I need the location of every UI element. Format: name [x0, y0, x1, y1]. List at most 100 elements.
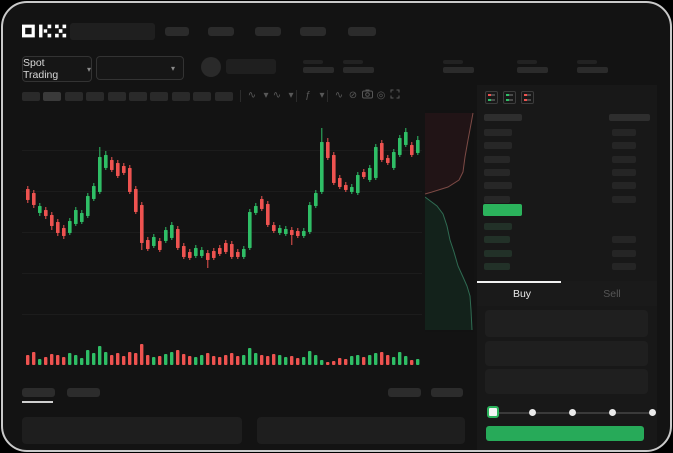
- orderbook-row[interactable]: [477, 247, 643, 260]
- volume-bar: [230, 353, 234, 365]
- candle-body: [380, 143, 384, 160]
- orderbook-both-icon[interactable]: [485, 91, 498, 104]
- settings-gear-icon[interactable]: ◎: [376, 90, 386, 101]
- timeframe-button-skeleton[interactable]: [64, 92, 83, 101]
- slider-dot[interactable]: [609, 409, 616, 416]
- orderbook-row[interactable]: [477, 260, 643, 273]
- order-input-skeleton[interactable]: [485, 310, 648, 337]
- volume-bar: [26, 355, 30, 365]
- pair-dropdown[interactable]: ▾: [96, 56, 184, 80]
- tab-sell[interactable]: Sell: [567, 281, 657, 306]
- volume-bar: [176, 350, 180, 365]
- order-input-skeleton[interactable]: [485, 341, 648, 366]
- amount-skeleton: [612, 142, 636, 150]
- compare-icon[interactable]: ∿: [334, 90, 344, 101]
- volume-bar: [278, 355, 282, 365]
- chevron-down-icon[interactable]: ▾: [263, 90, 269, 101]
- volume-bar: [368, 355, 372, 365]
- orderbook-row[interactable]: [477, 126, 643, 139]
- last-price-bar: [483, 204, 522, 216]
- bottom-action-skeleton[interactable]: [388, 388, 421, 397]
- sell-tab-label: Sell: [603, 287, 621, 300]
- volume-bar: [182, 354, 186, 365]
- volume-chart[interactable]: [22, 336, 422, 366]
- nav-item-skeleton[interactable]: [348, 27, 376, 36]
- volume-bar: [236, 356, 240, 365]
- timeframe-button-skeleton[interactable]: [193, 92, 212, 101]
- amount-skeleton: [612, 129, 636, 137]
- indicators-icon[interactable]: ƒ: [305, 90, 311, 101]
- timeframe-button-skeleton[interactable]: [150, 92, 169, 101]
- volume-bar: [224, 355, 228, 365]
- candle-body: [314, 193, 318, 206]
- slider-dot[interactable]: [529, 409, 536, 416]
- bottom-action-skeleton[interactable]: [431, 388, 463, 397]
- toggle-bid-dot: [488, 99, 491, 101]
- amount-slider[interactable]: [487, 406, 656, 420]
- volume-bar: [128, 352, 132, 365]
- price-skeleton: [484, 223, 512, 231]
- orderbook-row[interactable]: [477, 166, 643, 179]
- candlestick-chart[interactable]: [22, 110, 422, 334]
- orderbook-row[interactable]: [477, 233, 643, 246]
- search-box-skeleton[interactable]: [70, 23, 155, 40]
- volume-bar: [356, 355, 360, 365]
- chevron-down-icon[interactable]: ▾: [319, 90, 325, 101]
- order-input-skeleton[interactable]: [485, 369, 648, 394]
- candle-body: [410, 145, 414, 155]
- candle-body: [146, 240, 150, 249]
- timeframe-button-skeleton[interactable]: [86, 92, 105, 101]
- timeframe-button-skeleton[interactable]: [129, 92, 147, 101]
- nav-item-skeleton[interactable]: [300, 27, 326, 36]
- last-price-highlight[interactable]: [483, 204, 522, 216]
- chevron-down-icon[interactable]: ▾: [288, 90, 294, 101]
- orderbook-row[interactable]: [477, 179, 643, 192]
- orderbook-row[interactable]: [477, 220, 643, 233]
- stat-label-skeleton: [303, 60, 323, 64]
- candle-type-icon[interactable]: ∿: [272, 90, 282, 101]
- volume-bar: [338, 358, 342, 365]
- okx-logo[interactable]: [22, 24, 70, 38]
- timeframe-button-skeleton[interactable]: [43, 92, 62, 101]
- depth-chart[interactable]: [424, 110, 474, 332]
- buy-submit-button[interactable]: [486, 426, 644, 441]
- line-style-icon[interactable]: ∿: [247, 90, 257, 101]
- bottom-tab-skeleton[interactable]: [67, 388, 100, 397]
- volume-bar: [158, 356, 162, 365]
- orderbook-row[interactable]: [477, 139, 643, 152]
- slider-dot[interactable]: [569, 409, 576, 416]
- timeframe-button-skeleton[interactable]: [214, 92, 233, 101]
- nav-item-skeleton[interactable]: [255, 27, 281, 36]
- camera-icon[interactable]: [361, 89, 373, 103]
- stat-label-skeleton: [577, 60, 597, 64]
- depth-bids-area: [425, 197, 472, 330]
- amount-skeleton: [612, 236, 636, 244]
- orderbook-row[interactable]: [477, 192, 643, 205]
- fullscreen-icon[interactable]: [389, 89, 401, 103]
- candle-body: [164, 230, 168, 241]
- candle-body: [260, 199, 264, 209]
- timeframe-button-skeleton[interactable]: [107, 92, 126, 101]
- orderbook-asks: [477, 126, 643, 206]
- slider-dot[interactable]: [649, 409, 656, 416]
- orderbook-asks-icon[interactable]: [521, 91, 534, 104]
- timeframe-button-skeleton[interactable]: [22, 92, 40, 101]
- bottom-panel-skeleton[interactable]: [22, 417, 242, 444]
- tab-buy[interactable]: Buy: [477, 281, 567, 306]
- strike-circle-icon[interactable]: ⊘: [348, 90, 358, 101]
- orderbook-bids-icon[interactable]: [503, 91, 516, 104]
- candle-body: [272, 225, 276, 231]
- candle-body: [32, 193, 36, 205]
- bottom-tab-skeleton[interactable]: [22, 388, 55, 397]
- volume-bar: [206, 353, 210, 365]
- orderbook-row[interactable]: [477, 153, 643, 166]
- volume-bar: [362, 357, 366, 365]
- bottom-panel-skeleton[interactable]: [257, 417, 465, 444]
- slider-handle[interactable]: [487, 406, 499, 418]
- nav-item-skeleton[interactable]: [208, 27, 234, 36]
- nav-item-skeleton[interactable]: [165, 27, 189, 36]
- ticker-stat: [577, 60, 611, 76]
- candle-body: [98, 157, 102, 192]
- spot-trading-selector[interactable]: Spot Trading ▾: [22, 56, 92, 82]
- timeframe-button-skeleton[interactable]: [171, 92, 190, 101]
